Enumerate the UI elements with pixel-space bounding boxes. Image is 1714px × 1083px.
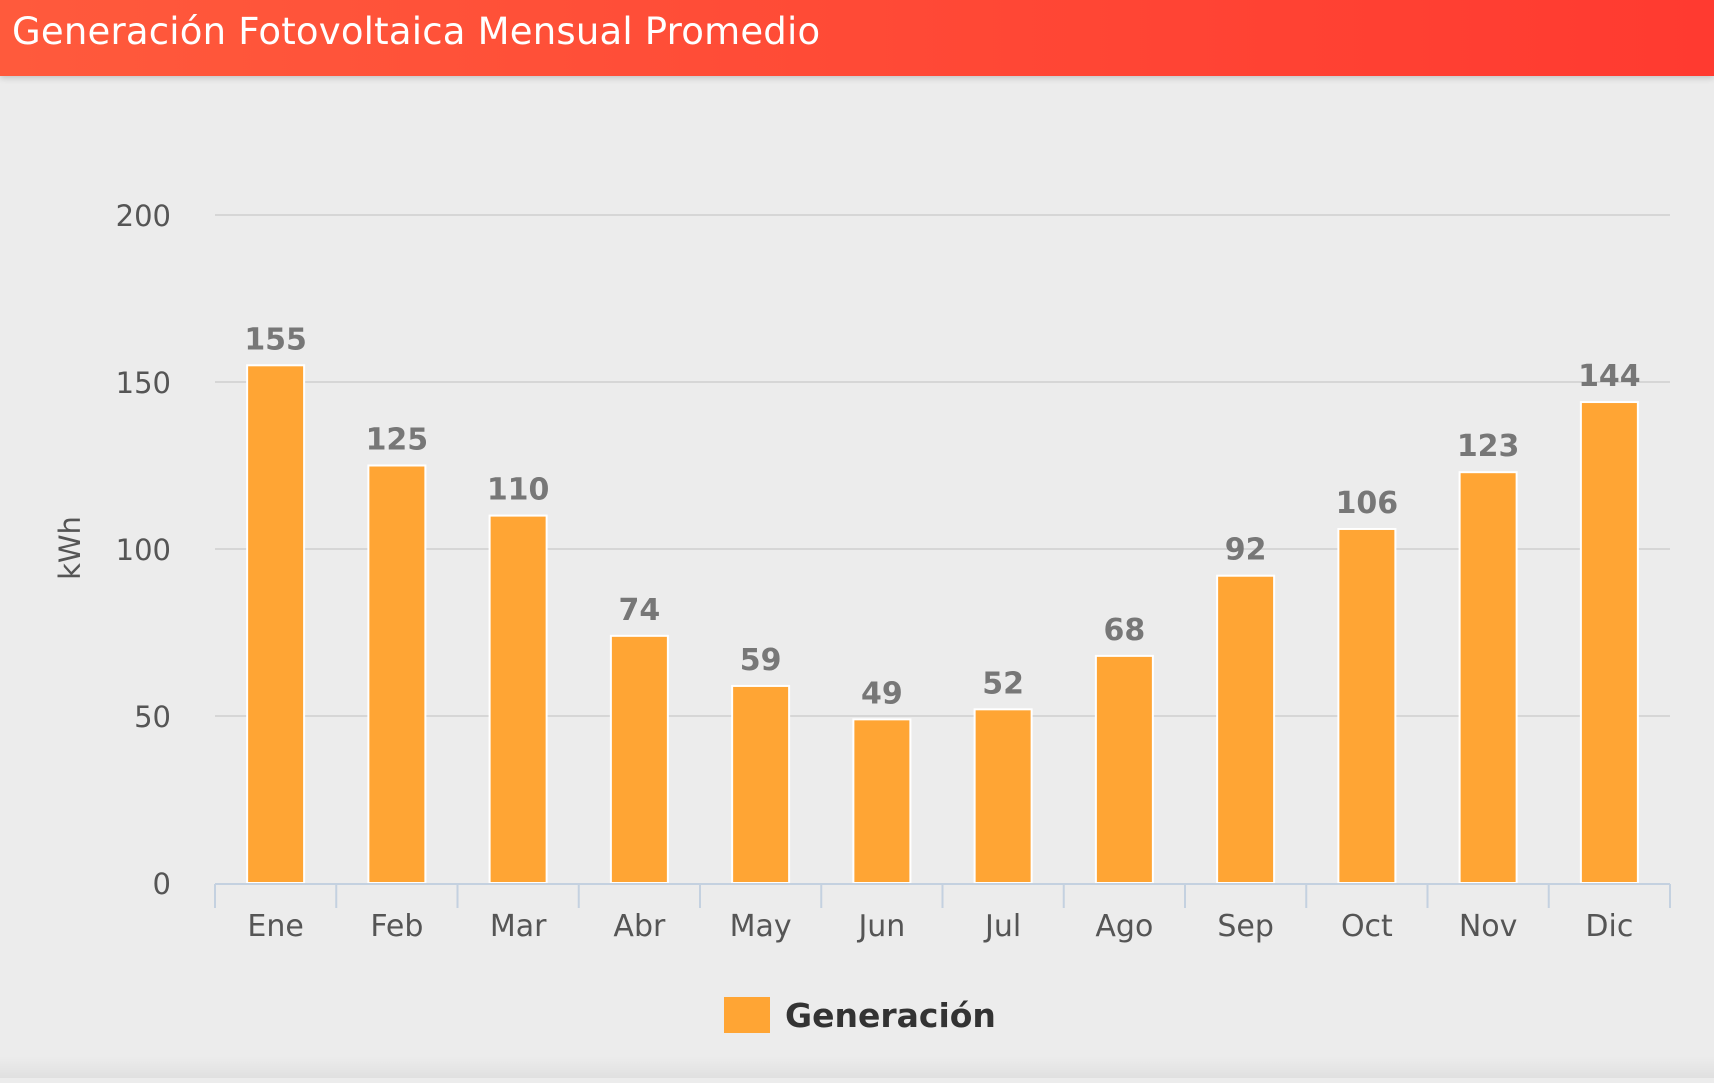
bar-feb[interactable] bbox=[368, 466, 425, 884]
bars bbox=[247, 365, 1638, 883]
bar-sep[interactable] bbox=[1217, 576, 1274, 883]
chart-container: 0 50 100 150 200 Ene Feb Mar Abr May Jun Jul Ago Sep… bbox=[0, 76, 1714, 1078]
x-tick-label: Abr bbox=[613, 909, 666, 944]
x-tick-label: Mar bbox=[490, 909, 547, 944]
bar-chart: 0 50 100 150 200 Ene Feb Mar Abr May Jun Jul Ago Sep… bbox=[0, 76, 1714, 1078]
x-axis bbox=[215, 884, 1670, 908]
x-tick-label: Ago bbox=[1095, 909, 1153, 944]
x-tick-label: Feb bbox=[370, 909, 423, 944]
y-tick-label: 0 bbox=[153, 867, 171, 901]
bar-ago[interactable] bbox=[1096, 656, 1153, 883]
bar-ene[interactable] bbox=[247, 365, 304, 883]
x-axis-labels: Ene Feb Mar Abr May Jun Jul Ago Sep Oct Nov Dic bbox=[247, 909, 1633, 944]
legend[interactable]: Generación bbox=[724, 996, 996, 1035]
data-label: 125 bbox=[366, 423, 429, 458]
x-tick-label: Jun bbox=[856, 909, 905, 944]
data-labels: 155 125 110 74 59 49 52 68 92 106 123 144 bbox=[244, 322, 1640, 711]
bar-mar[interactable] bbox=[490, 516, 547, 883]
x-tick-label: Dic bbox=[1585, 909, 1633, 944]
bar-nov[interactable] bbox=[1460, 472, 1517, 883]
data-label: 52 bbox=[982, 666, 1024, 701]
bar-oct[interactable] bbox=[1338, 529, 1395, 883]
y-tick-label: 150 bbox=[116, 366, 171, 400]
x-tick-label: May bbox=[730, 909, 792, 944]
chart-header: Generación Fotovoltaica Mensual Promedio bbox=[0, 0, 1714, 76]
bar-jul[interactable] bbox=[975, 709, 1032, 883]
y-tick-label: 200 bbox=[116, 199, 171, 233]
x-tick-label: Ene bbox=[247, 909, 303, 944]
data-label: 123 bbox=[1457, 429, 1520, 464]
data-label: 49 bbox=[861, 676, 903, 711]
bar-may[interactable] bbox=[732, 686, 789, 883]
bar-dic[interactable] bbox=[1581, 402, 1638, 883]
grid-lines bbox=[215, 215, 1670, 716]
data-label: 59 bbox=[740, 643, 782, 678]
data-label: 92 bbox=[1225, 533, 1267, 568]
x-tick-label: Oct bbox=[1341, 909, 1393, 944]
legend-label: Generación bbox=[785, 996, 996, 1035]
y-axis: 0 50 100 150 200 bbox=[116, 199, 171, 901]
y-tick-label: 50 bbox=[134, 700, 171, 734]
bar-abr[interactable] bbox=[611, 636, 668, 883]
x-tick-label: Sep bbox=[1217, 909, 1274, 944]
page-title: Generación Fotovoltaica Mensual Promedio bbox=[12, 10, 820, 53]
legend-swatch bbox=[724, 997, 770, 1033]
y-tick-label: 100 bbox=[116, 533, 171, 567]
data-label: 144 bbox=[1578, 359, 1641, 394]
data-label: 155 bbox=[244, 322, 307, 357]
data-label: 68 bbox=[1104, 613, 1146, 648]
bottom-shadow bbox=[0, 1056, 1714, 1078]
data-label: 110 bbox=[487, 473, 550, 508]
x-tick-label: Jul bbox=[983, 909, 1021, 944]
x-tick-label: Nov bbox=[1459, 909, 1518, 944]
data-label: 106 bbox=[1336, 486, 1399, 521]
bar-jun[interactable] bbox=[853, 719, 910, 883]
data-label: 74 bbox=[619, 593, 661, 628]
y-axis-title: kWh bbox=[53, 516, 87, 580]
